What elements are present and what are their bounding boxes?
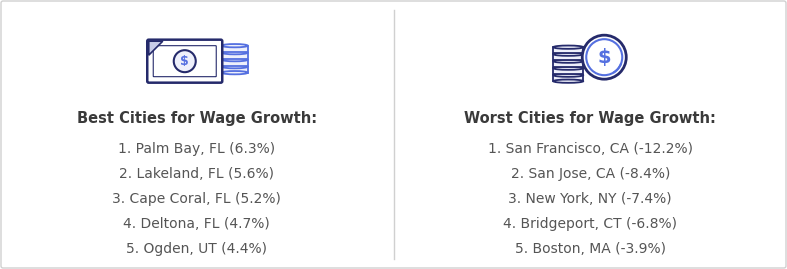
Text: Best Cities for Wage Growth:: Best Cities for Wage Growth:: [76, 111, 317, 126]
Ellipse shape: [553, 80, 583, 83]
Text: 2. Lakeland, FL (5.6%): 2. Lakeland, FL (5.6%): [120, 167, 274, 181]
Ellipse shape: [553, 59, 583, 63]
FancyBboxPatch shape: [222, 53, 248, 59]
Ellipse shape: [553, 73, 583, 77]
Text: 1. Palm Bay, FL (6.3%): 1. Palm Bay, FL (6.3%): [118, 142, 275, 156]
Text: 3. New York, NY (-7.4%): 3. New York, NY (-7.4%): [508, 192, 672, 206]
Circle shape: [586, 39, 623, 75]
Text: $: $: [180, 55, 189, 68]
Ellipse shape: [222, 58, 248, 61]
Circle shape: [174, 50, 196, 72]
Circle shape: [582, 35, 626, 79]
FancyBboxPatch shape: [553, 61, 583, 67]
Ellipse shape: [222, 65, 248, 68]
Text: 1. San Francisco, CA (-12.2%): 1. San Francisco, CA (-12.2%): [488, 142, 693, 156]
Ellipse shape: [553, 52, 583, 56]
Ellipse shape: [222, 44, 248, 47]
Text: 5. Ogden, UT (4.4%): 5. Ogden, UT (4.4%): [126, 242, 268, 256]
Ellipse shape: [553, 66, 583, 70]
Text: $: $: [597, 48, 611, 67]
Polygon shape: [149, 41, 163, 55]
Text: 4. Bridgeport, CT (-6.8%): 4. Bridgeport, CT (-6.8%): [503, 217, 678, 231]
FancyBboxPatch shape: [553, 47, 583, 53]
Text: 5. Boston, MA (-3.9%): 5. Boston, MA (-3.9%): [515, 242, 666, 256]
Ellipse shape: [553, 45, 583, 49]
FancyBboxPatch shape: [222, 60, 248, 66]
FancyBboxPatch shape: [147, 40, 222, 83]
FancyBboxPatch shape: [222, 67, 248, 73]
FancyBboxPatch shape: [222, 46, 248, 52]
Text: 3. Cape Coral, FL (5.2%): 3. Cape Coral, FL (5.2%): [113, 192, 281, 206]
Text: 4. Deltona, FL (4.7%): 4. Deltona, FL (4.7%): [124, 217, 270, 231]
Text: 2. San Jose, CA (-8.4%): 2. San Jose, CA (-8.4%): [511, 167, 670, 181]
FancyBboxPatch shape: [553, 68, 583, 74]
Text: Worst Cities for Wage Growth:: Worst Cities for Wage Growth:: [464, 111, 716, 126]
Ellipse shape: [222, 71, 248, 74]
FancyBboxPatch shape: [553, 54, 583, 60]
FancyBboxPatch shape: [553, 75, 583, 81]
Ellipse shape: [222, 51, 248, 54]
